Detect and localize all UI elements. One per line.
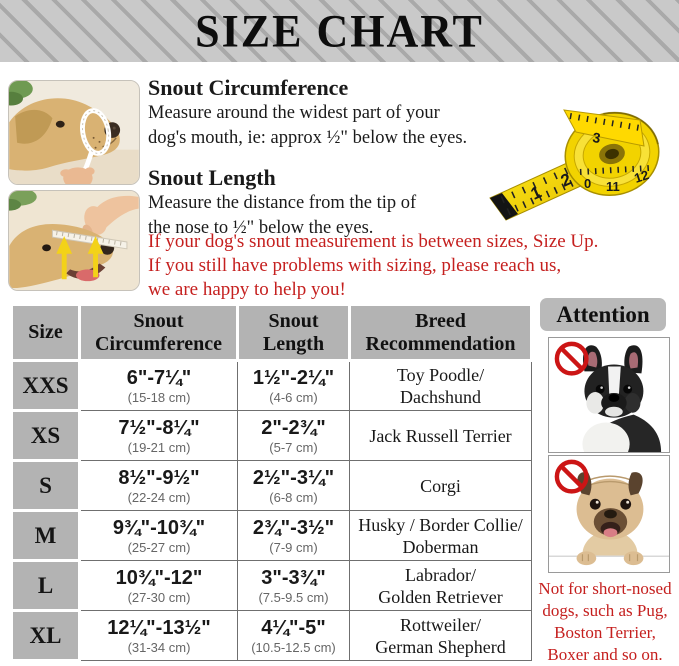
length-cell: 4¼"-5" (10.5-12.5 cm): [237, 610, 350, 661]
attention-note-line: Boxer and so on.: [547, 645, 663, 664]
banner: SIZE CHART: [0, 0, 679, 62]
svg-text:3: 3: [592, 129, 602, 146]
size-label: S: [10, 459, 81, 512]
table-row: M 9¾"-10¾" (25-27 cm) 2¾"-3½" (7-9 cm) Husky …: [10, 509, 532, 562]
length-cell: 3"-3¾" (7.5-9.5 cm): [237, 560, 350, 611]
length-cell: 2¾"-3½" (7-9 cm): [237, 510, 350, 561]
dog-measure-length-illustration: [9, 191, 139, 290]
svg-text:11: 11: [606, 179, 620, 194]
attention-note: Not for short-nosed dogs, such as Pug, B…: [531, 578, 679, 666]
dog-measure-circumference-illustration: [9, 81, 139, 184]
size-up-note-line: If you still have problems with sizing, …: [148, 255, 562, 276]
breed-cell: Toy Poodle/Dachshund: [349, 360, 532, 411]
length-heading: Snout Length: [148, 165, 276, 190]
prohibited-breed-photo-pug: [548, 455, 670, 573]
size-label: XS: [10, 409, 81, 462]
size-table-body: XXS 6"-7¼" (15-18 cm) 1½"-2¼" (4-6 cm) Toy Po…: [10, 359, 532, 662]
size-up-note-line: we are happy to help you!: [148, 279, 346, 300]
circumference-heading: Snout Circumference: [148, 75, 349, 100]
no-symbol: [554, 459, 589, 494]
size-table: Size Snout Circumference Snout Length Br…: [10, 303, 533, 662]
size-label: XL: [10, 609, 81, 662]
column-header-size: Size: [10, 303, 81, 362]
size-up-note: If your dog's snout measurement is betwe…: [148, 230, 648, 302]
length-cell: 1½"-2¼" (4-6 cm): [237, 360, 350, 411]
table-row: L 10¾"-12" (27-30 cm) 3"-3¾" (7.5-9.5 cm) Lab…: [10, 559, 532, 612]
up-arrow: [87, 236, 104, 278]
table-row: XS 7½"-8¼" (19-21 cm) 2"-2¾" (5-7 cm) Jack Ru…: [10, 409, 532, 462]
circumference-cell: 10¾"-12" (27-30 cm): [79, 560, 238, 611]
circumference-cell: 7½"-8¼" (19-21 cm): [79, 410, 238, 461]
size-up-note-line: If your dog's snout measurement is betwe…: [148, 231, 599, 252]
column-header-breed: Breed Recommendation: [348, 303, 533, 362]
table-row: XXS 6"-7¼" (15-18 cm) 1½"-2¼" (4-6 cm) Toy Po…: [10, 359, 532, 412]
snout-length-photo: [8, 190, 140, 291]
circumference-text-line: Measure around the widest part of your: [148, 103, 440, 123]
table-row: XL 12¼"-13½" (31-34 cm) 4¼"-5" (10.5-12.5 cm…: [10, 609, 532, 662]
table-header-row: Size Snout Circumference Snout Length Br…: [10, 303, 533, 362]
page-title: SIZE CHART: [195, 5, 484, 57]
breed-cell: Rottweiler/German Shepherd: [349, 610, 532, 661]
attention-note-line: Not for short-nosed: [538, 579, 672, 598]
tape-measure-illustration: 1 2 3 0 11 12: [489, 109, 660, 221]
prohibited-breed-photo-french-bulldog: [548, 337, 670, 453]
french-bulldog-illustration: [549, 338, 669, 452]
attention-note-line: dogs, such as Pug,: [542, 601, 668, 620]
attention-badge: Attention: [540, 298, 666, 331]
snout-circumference-photo: [8, 80, 140, 185]
circumference-cell: 9¾"-10¾" (25-27 cm): [79, 510, 238, 561]
breed-cell: Corgi: [349, 460, 532, 511]
circumference-cell: 12¼"-13½" (31-34 cm): [79, 610, 238, 661]
up-arrow: [56, 236, 73, 280]
length-text-line: Measure the distance from the tip of: [148, 193, 417, 213]
breed-cell: Husky / Border Collie/Doberman: [349, 510, 532, 561]
length-cell: 2½"-3¼" (6-8 cm): [237, 460, 350, 511]
table-row: S 8½"-9½" (22-24 cm) 2½"-3¼" (6-8 cm) Corgi: [10, 459, 532, 512]
measuring-guide: Snout Circumference Measure around the w…: [148, 74, 488, 241]
attention-note-line: Boston Terrier,: [554, 623, 656, 642]
pug-illustration: [549, 456, 669, 572]
breed-cell: Jack Russell Terrier: [349, 410, 532, 461]
svg-text:12: 12: [632, 167, 650, 186]
size-label: XXS: [10, 359, 81, 412]
svg-text:0: 0: [584, 176, 591, 191]
length-cell: 2"-2¾" (5-7 cm): [237, 410, 350, 461]
size-label: M: [10, 509, 81, 562]
no-symbol: [554, 341, 589, 376]
circumference-cell: 8½"-9½" (22-24 cm): [79, 460, 238, 511]
circumference-cell: 6"-7¼" (15-18 cm): [79, 360, 238, 411]
breed-cell: Labrador/Golden Retriever: [349, 560, 532, 611]
column-header-circumference: Snout Circumference: [78, 303, 239, 362]
length-text-line: the nose to ½" below the eyes.: [148, 218, 374, 238]
circumference-text-line: dog's mouth, ie: approx ½" below the eye…: [148, 128, 468, 148]
column-header-length: Snout Length: [236, 303, 351, 362]
size-label: L: [10, 559, 81, 612]
